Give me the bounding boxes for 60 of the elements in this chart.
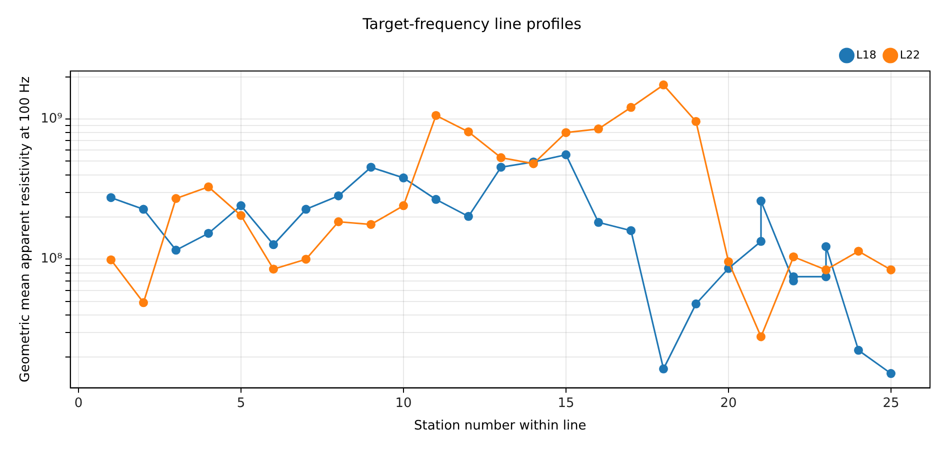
point (594, 218, 603, 227)
point (366, 162, 376, 172)
point (171, 246, 180, 255)
point (561, 128, 570, 138)
point (496, 162, 506, 172)
point (854, 346, 863, 355)
point (464, 212, 473, 221)
x-tick-label: 15 (558, 396, 574, 411)
point (106, 255, 116, 264)
point (496, 153, 506, 162)
point (366, 220, 376, 229)
point (334, 191, 343, 200)
x-tick-label: 20 (720, 396, 737, 411)
chart-title: Target-frequency line profiles (362, 14, 582, 33)
point (756, 236, 766, 246)
legend-label: L22 (900, 48, 920, 62)
point (658, 364, 668, 374)
y-tick-label: 10⁸ (40, 252, 62, 267)
y-axis-title: Geometric mean apparent resistivity at 100 Hz (18, 76, 34, 382)
legend-label: L18 (856, 48, 876, 62)
point (398, 173, 408, 182)
point (204, 182, 213, 192)
x-tick-label: 5 (236, 396, 246, 411)
point (268, 264, 278, 274)
x-axis-title: Station number within line (414, 418, 586, 434)
point (886, 265, 896, 274)
x-tick-label: 25 (882, 396, 900, 411)
point (106, 193, 116, 202)
y-tick-label: 10⁹ (40, 111, 62, 126)
point (821, 265, 830, 274)
point (788, 252, 798, 262)
point (756, 332, 766, 342)
point (756, 196, 766, 206)
point (301, 254, 310, 264)
point (204, 228, 213, 238)
point (334, 217, 343, 226)
point (268, 240, 278, 250)
x-tick-label: 10 (395, 396, 412, 411)
point (594, 124, 603, 134)
point (398, 201, 408, 210)
point (658, 80, 668, 90)
point (886, 369, 896, 378)
point (561, 150, 570, 160)
point (691, 116, 700, 126)
x-tick-label: 0 (74, 396, 83, 411)
point (724, 257, 733, 266)
point (626, 226, 636, 236)
point (626, 102, 636, 112)
point (464, 127, 473, 136)
point (431, 194, 440, 204)
point (171, 194, 180, 204)
point (138, 204, 148, 214)
point (138, 298, 148, 308)
point (236, 201, 246, 210)
point (821, 242, 830, 252)
point (301, 204, 310, 214)
point (431, 110, 440, 120)
point (691, 299, 700, 308)
point (236, 211, 246, 220)
point (854, 246, 863, 256)
